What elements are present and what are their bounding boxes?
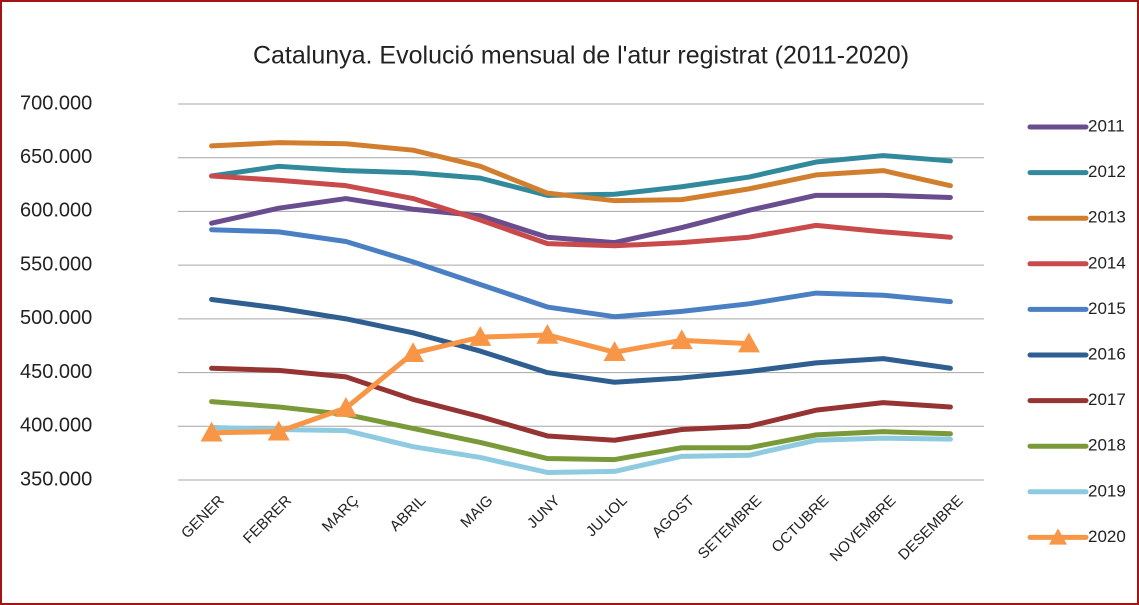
- legend-label: 2016: [1088, 344, 1126, 363]
- y-tick-label: 400.000: [20, 415, 92, 437]
- point-marker: [737, 332, 760, 353]
- y-tick-label: 700.000: [20, 92, 92, 114]
- series-line: [209, 173, 953, 249]
- legend-marker: [1049, 528, 1067, 545]
- legend-label: 2020: [1088, 527, 1126, 546]
- series-line: [209, 424, 953, 475]
- legend-label: 2017: [1088, 390, 1126, 409]
- point-marker: [200, 421, 223, 442]
- legend-label: 2019: [1088, 481, 1126, 500]
- y-tick-label: 450.000: [20, 361, 92, 383]
- legend-label: 2011: [1088, 116, 1125, 135]
- y-tick-label: 350.000: [20, 468, 92, 490]
- point-marker: [536, 323, 559, 344]
- y-tick-label: 550.000: [20, 253, 92, 275]
- y-tick-label: 500.000: [20, 307, 92, 329]
- legend-label: 2014: [1088, 253, 1126, 272]
- point-marker: [670, 329, 693, 350]
- point-marker: [603, 341, 626, 361]
- series-line: [209, 192, 953, 246]
- point-marker: [334, 397, 357, 417]
- legend-label: 2013: [1088, 208, 1126, 227]
- legend-label: 2015: [1088, 299, 1126, 318]
- point-marker: [267, 420, 290, 441]
- legend-label: 2018: [1088, 436, 1126, 455]
- series-line: [209, 227, 953, 320]
- point-marker: [402, 342, 425, 363]
- series-line: [209, 297, 953, 385]
- chart-title: Catalunya. Evolució mensual de l'atur re…: [253, 42, 909, 70]
- series-line: [209, 140, 953, 204]
- y-tick-label: 600.000: [20, 200, 92, 222]
- point-marker: [469, 326, 492, 346]
- series-line: [209, 365, 953, 443]
- legend-label: 2012: [1088, 162, 1126, 181]
- y-tick-label: 650.000: [20, 146, 92, 168]
